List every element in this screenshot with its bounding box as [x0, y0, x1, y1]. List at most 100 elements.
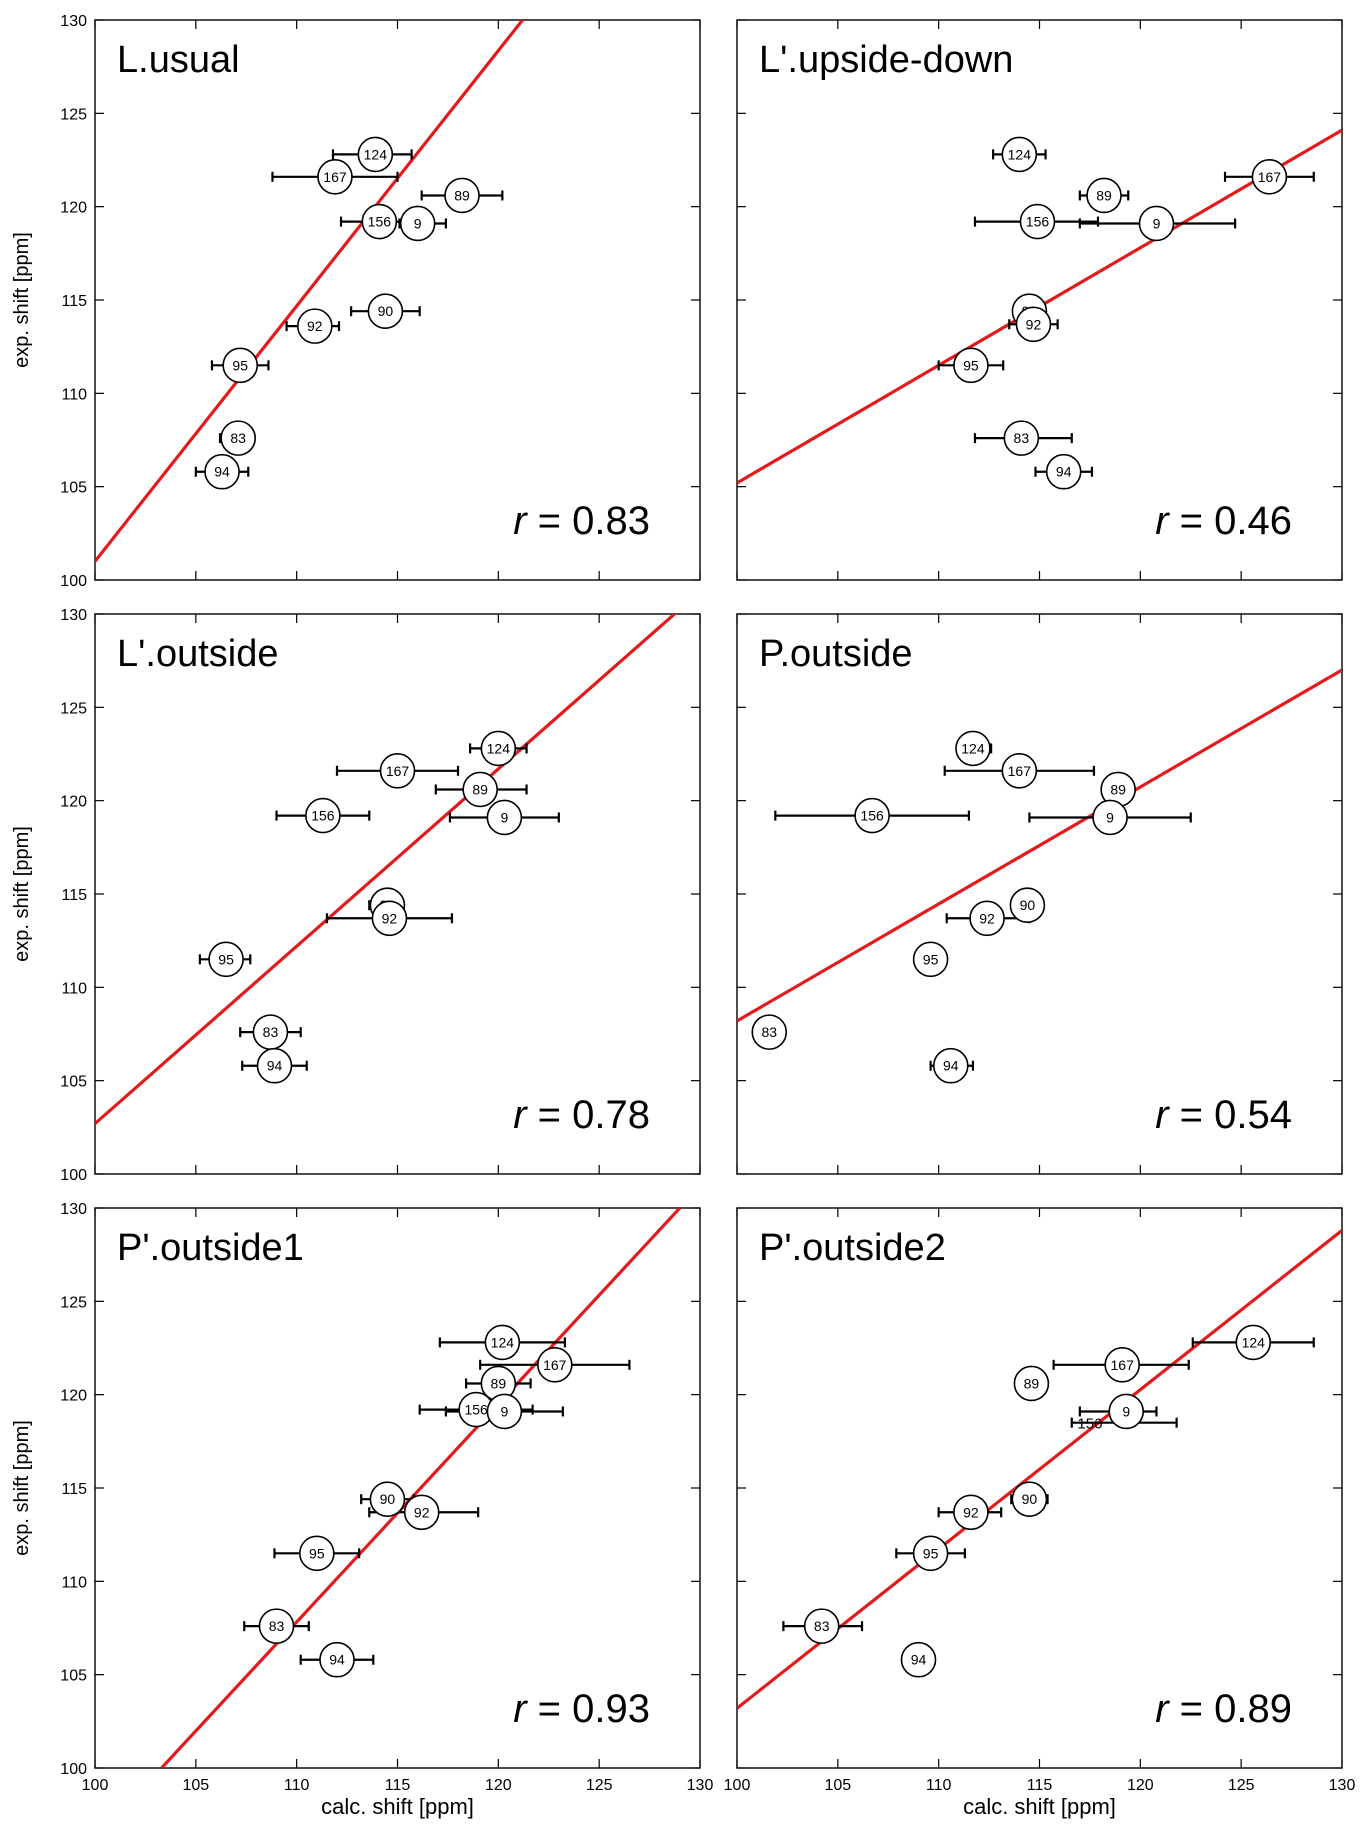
data-point-marker	[1001, 752, 1038, 789]
x-tick-label: 120	[485, 1777, 512, 1794]
point-label: 95	[963, 357, 979, 373]
data-point-marker	[256, 1047, 293, 1084]
point-label: 92	[414, 1504, 430, 1520]
point-label: 83	[263, 1024, 279, 1040]
y-axis-label: exp. shift [ppm]	[11, 232, 33, 368]
y-tick-label: 115	[61, 887, 87, 904]
data-point-marker	[955, 730, 991, 767]
point-label: 90	[1020, 897, 1036, 913]
point-label: 95	[309, 1545, 325, 1561]
regression-line	[160, 1208, 682, 1768]
point-label: 124	[1008, 146, 1032, 162]
point-label: 167	[1111, 1357, 1135, 1373]
data-point-marker	[1138, 205, 1175, 242]
point-label: 89	[454, 187, 470, 203]
point-label: 156	[1077, 1416, 1102, 1433]
x-tick-label: 130	[1329, 1777, 1356, 1794]
y-tick-label: 100	[60, 1761, 87, 1778]
data-point-marker	[367, 293, 404, 330]
data-point-marker	[357, 136, 394, 173]
data-point-marker	[1235, 1324, 1272, 1361]
correlation-annotation: r = 0.93	[513, 1687, 650, 1731]
point-label: 9	[500, 809, 508, 825]
r-symbol: r	[1155, 1093, 1170, 1137]
data-point-marker	[208, 941, 244, 978]
r-symbol: r	[513, 499, 528, 543]
data-point-marker	[912, 1535, 949, 1572]
data-point-marker	[317, 159, 353, 195]
data-point-marker	[1092, 799, 1128, 836]
data-point-marker	[854, 797, 890, 834]
point-label: 9	[500, 1403, 508, 1419]
regression-line	[737, 668, 1342, 1023]
data-point-marker	[220, 420, 256, 456]
data-point-marker	[1045, 453, 1082, 490]
point-label: 124	[487, 740, 511, 756]
point-label: 89	[472, 781, 488, 797]
r-symbol: r	[1155, 1687, 1170, 1731]
point-label: 124	[491, 1334, 515, 1350]
point-label: 94	[911, 1652, 927, 1668]
r-symbol: r	[513, 1093, 528, 1137]
point-label: 9	[1106, 809, 1114, 825]
point-label: 167	[543, 1357, 567, 1373]
y-tick-label: 130	[60, 607, 87, 624]
data-point-marker	[204, 453, 240, 490]
r-value: = 0.54	[1169, 1093, 1292, 1137]
point-label: 156	[860, 808, 884, 824]
r-value: = 0.89	[1169, 1687, 1292, 1731]
data-point-marker	[361, 203, 398, 240]
x-tick-label: 105	[182, 1777, 209, 1794]
y-axis-label: exp. shift [ppm]	[11, 1420, 33, 1556]
r-symbol: r	[513, 1687, 528, 1731]
point-label: 156	[311, 808, 335, 824]
x-tick-label: 125	[586, 1777, 613, 1794]
x-tick-label: 130	[687, 1777, 714, 1794]
y-tick-label: 105	[60, 1668, 87, 1685]
r-value: = 0.46	[1169, 499, 1292, 543]
data-point-marker	[1104, 1347, 1140, 1383]
y-tick-label: 120	[60, 1388, 87, 1405]
x-axis-label: calc. shift [ppm]	[963, 1794, 1116, 1819]
panel-title: L'.outside	[117, 633, 278, 675]
point-label: 89	[491, 1375, 507, 1391]
data-point-marker	[932, 1047, 969, 1084]
data-point-marker	[1011, 1481, 1048, 1517]
data-point-marker	[1251, 159, 1288, 195]
y-tick-label: 130	[60, 1201, 87, 1218]
data-point-marker	[803, 1608, 840, 1644]
data-point-marker	[305, 797, 341, 834]
panel-title: L'.upside-down	[759, 39, 1013, 81]
correlation-annotation: r = 0.83	[513, 499, 650, 543]
point-label: 92	[963, 1504, 979, 1520]
panel-title: L.usual	[117, 39, 240, 81]
panel-6: 100 105 110 115 120 125 130 124 167 89 156 9 90 92 95 8…	[724, 1207, 1356, 1819]
point-label: 156	[368, 214, 392, 230]
data-point-marker	[900, 1641, 937, 1678]
point-label: 83	[269, 1618, 285, 1634]
y-tick-label: 110	[61, 1574, 87, 1591]
data-point-marker	[258, 1608, 295, 1644]
point-label: 83	[230, 430, 246, 446]
correlation-annotation: r = 0.46	[1155, 499, 1292, 543]
point-label: 167	[386, 763, 410, 779]
point-label: 92	[382, 910, 398, 926]
y-tick-label: 115	[61, 293, 87, 310]
data-point-marker	[912, 941, 949, 978]
point-label: 83	[814, 1618, 830, 1634]
data-point-marker	[1009, 887, 1046, 924]
point-label: 89	[1110, 781, 1126, 797]
panel-5: 100 105 110 115 120 125 130 100 105 110 115 120 125 1…	[11, 1201, 713, 1819]
y-tick-label: 105	[60, 480, 87, 497]
y-tick-label: 105	[60, 1074, 87, 1091]
point-label: 94	[943, 1058, 959, 1074]
x-axis-label: calc. shift [ppm]	[321, 1794, 474, 1819]
panel-3: 1001051101151201251301241678915699092958…	[11, 607, 701, 1184]
point-label: 95	[923, 1545, 939, 1561]
data-point-marker	[371, 900, 408, 937]
r-symbol: r	[1155, 499, 1170, 543]
y-tick-label: 100	[60, 573, 87, 590]
correlation-annotation: r = 0.78	[513, 1093, 650, 1137]
data-point-marker	[444, 177, 480, 214]
y-tick-label: 125	[60, 700, 87, 717]
